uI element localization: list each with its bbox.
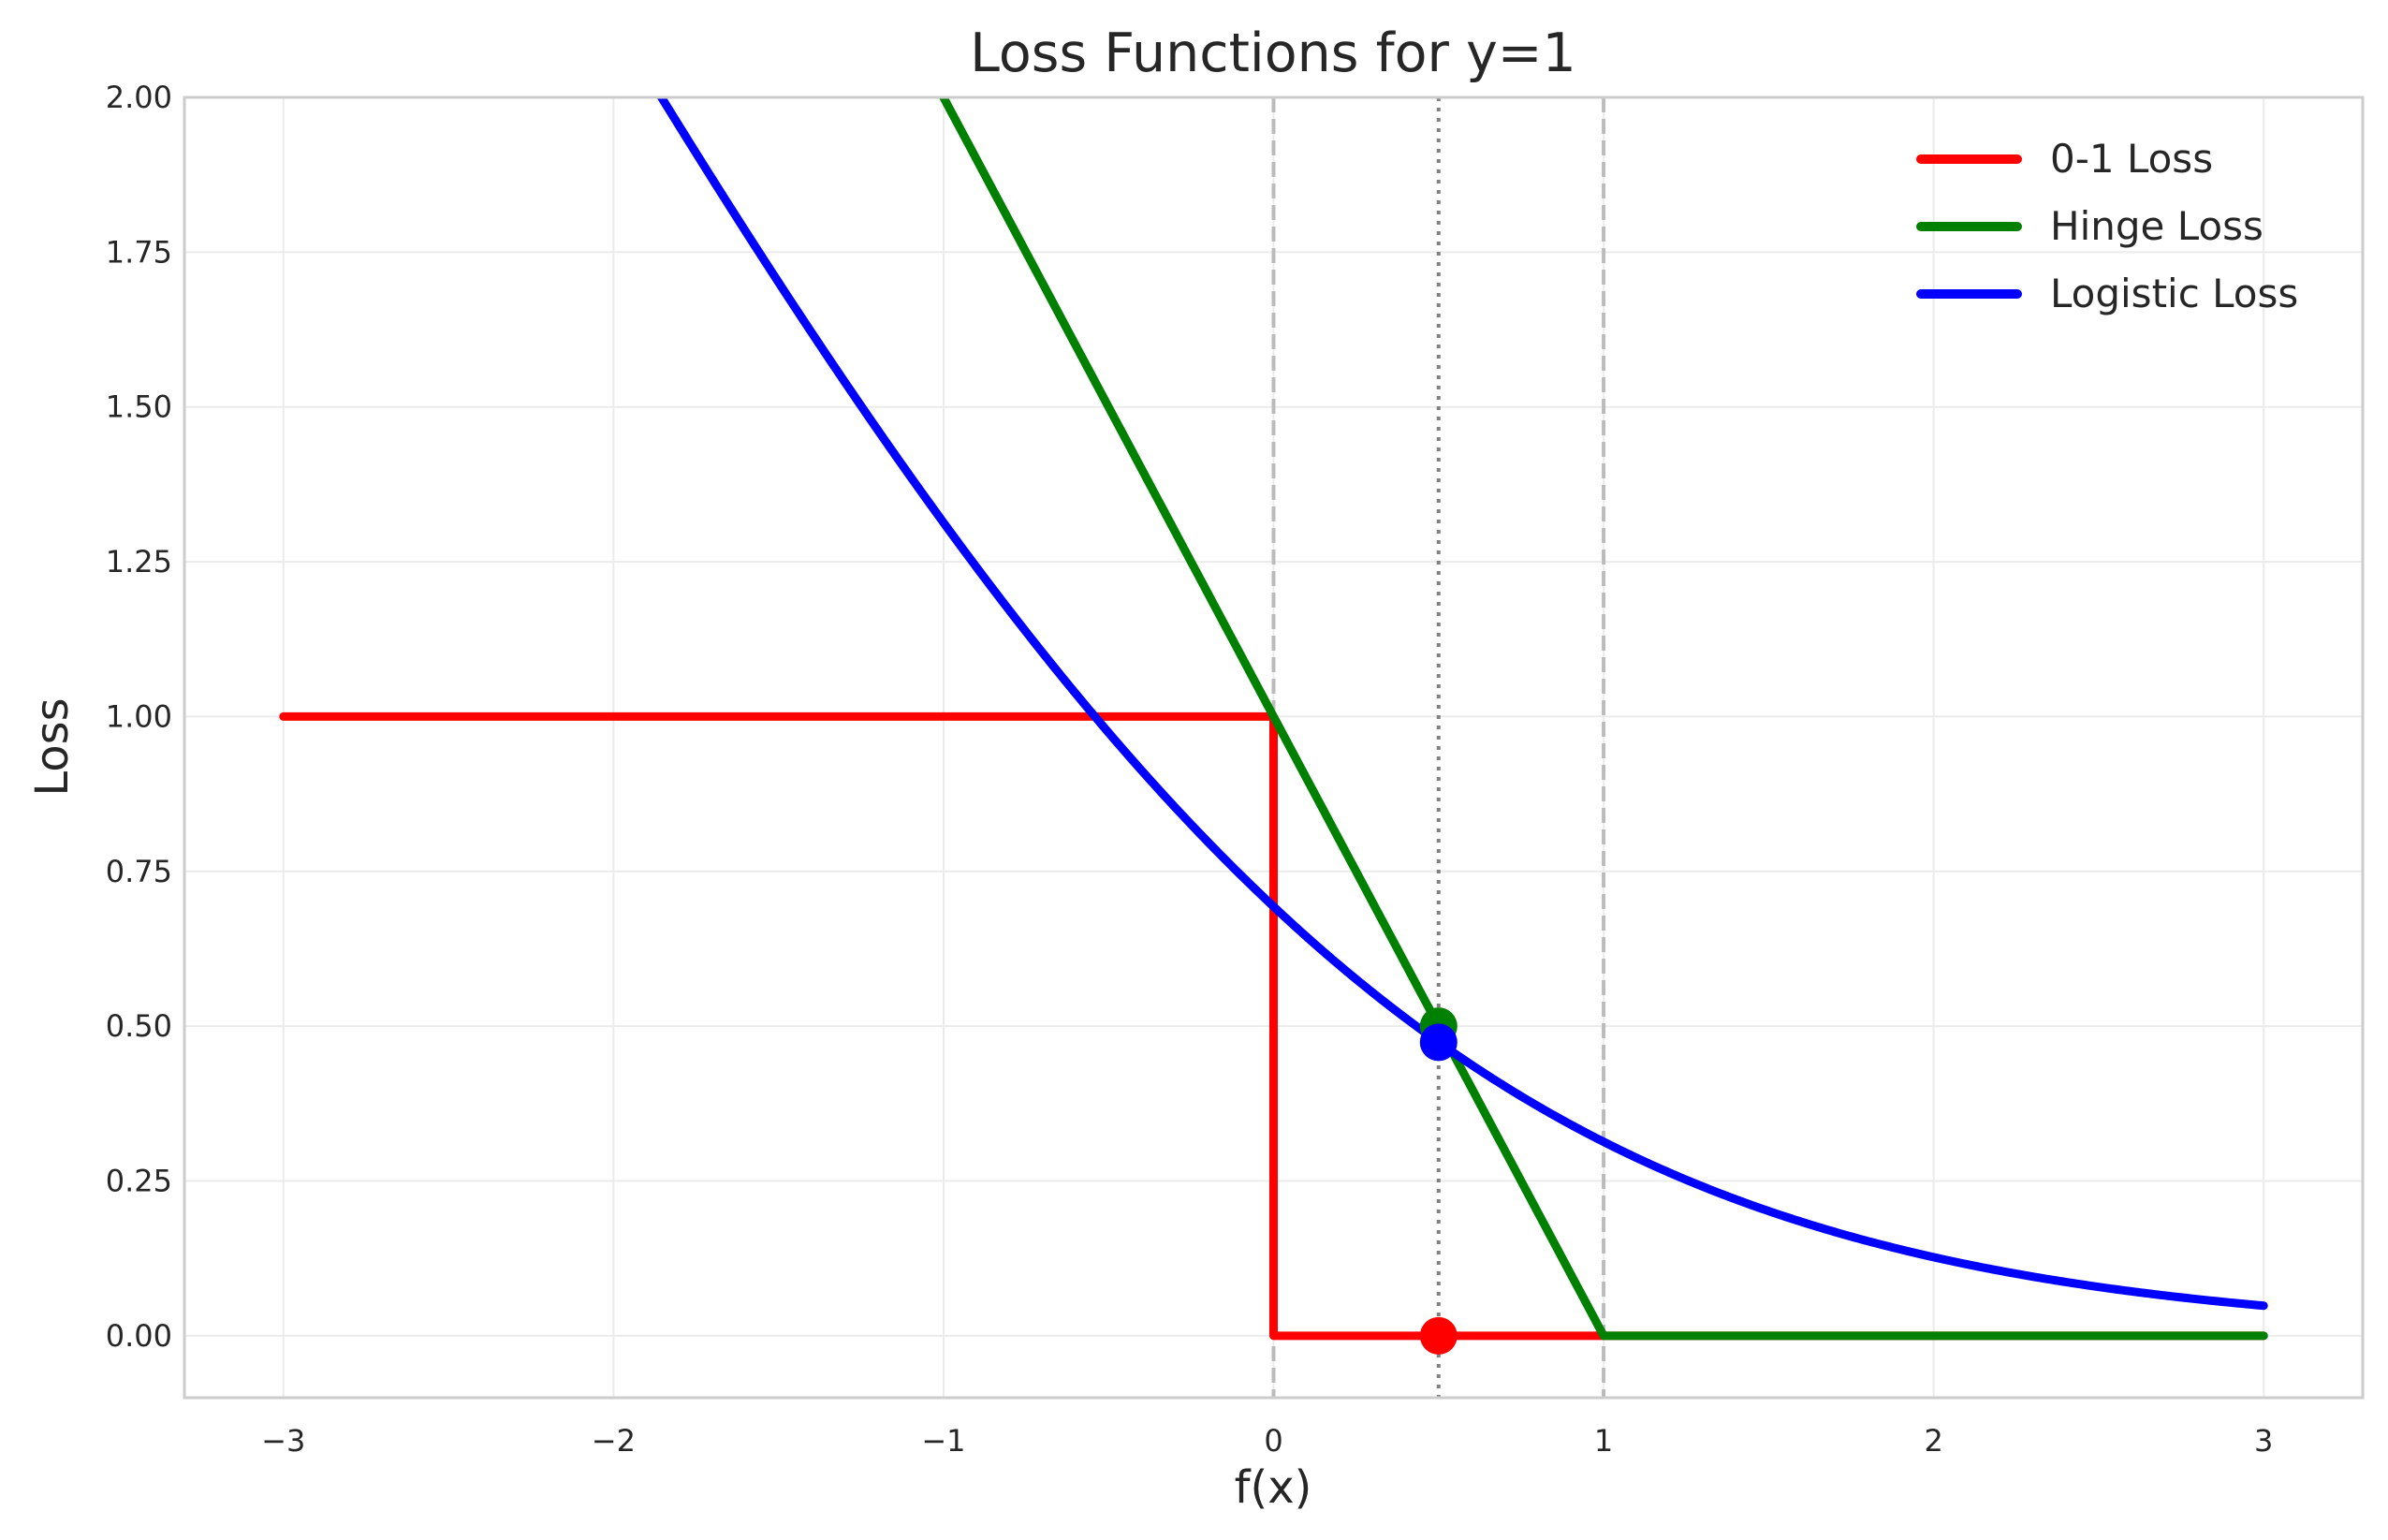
x-tick-label: 2: [1924, 1423, 1942, 1459]
series-line: [938, 97, 2268, 1341]
y-tick-label: 1.00: [106, 698, 172, 734]
y-tick-label: 1.75: [106, 234, 172, 270]
chart-title: Loss Functions for y=1: [970, 22, 1576, 84]
legend: 0-1 Loss Hinge Loss Logistic Loss: [1916, 136, 2298, 316]
y-tick-label: 1.25: [106, 544, 172, 579]
series-line: [656, 97, 2268, 1311]
y-tick-label: 0.75: [106, 854, 172, 889]
x-tick-label: −3: [261, 1423, 305, 1459]
legend-label: Logistic Loss: [2050, 271, 2298, 316]
plot-frame: [183, 95, 2365, 1400]
point-marker: [1419, 1023, 1458, 1062]
y-tick-label: 0.50: [106, 1008, 172, 1044]
x-axis-label: f(x): [1235, 1461, 1312, 1514]
x-tick-label: 3: [2254, 1423, 2273, 1459]
y-tick-label: 0.00: [106, 1318, 172, 1354]
y-tick-label: 2.00: [106, 80, 172, 115]
y-tick-label: 0.25: [106, 1164, 172, 1199]
x-tick-label: −2: [592, 1423, 636, 1459]
x-tick-label: 0: [1264, 1423, 1282, 1459]
legend-label: Hinge Loss: [2050, 203, 2263, 249]
y-axis-label: Loss: [26, 697, 79, 796]
x-tick-label: −1: [921, 1423, 965, 1459]
point-marker: [1419, 1316, 1458, 1355]
y-tick-label: 1.50: [106, 389, 172, 425]
x-axis-ticks: −3 −2 −1 0 1 2 3: [261, 1423, 2273, 1459]
x-tick-label: 1: [1594, 1423, 1613, 1459]
series-lines: [279, 97, 2268, 1341]
legend-label: 0-1 Loss: [2050, 136, 2213, 182]
point-markers: [1419, 1007, 1458, 1355]
reference-lines: [1271, 97, 1606, 1398]
y-axis-ticks: 0.00 0.25 0.50 0.75 1.00 1.25 1.50 1.75 2.00: [106, 80, 172, 1354]
